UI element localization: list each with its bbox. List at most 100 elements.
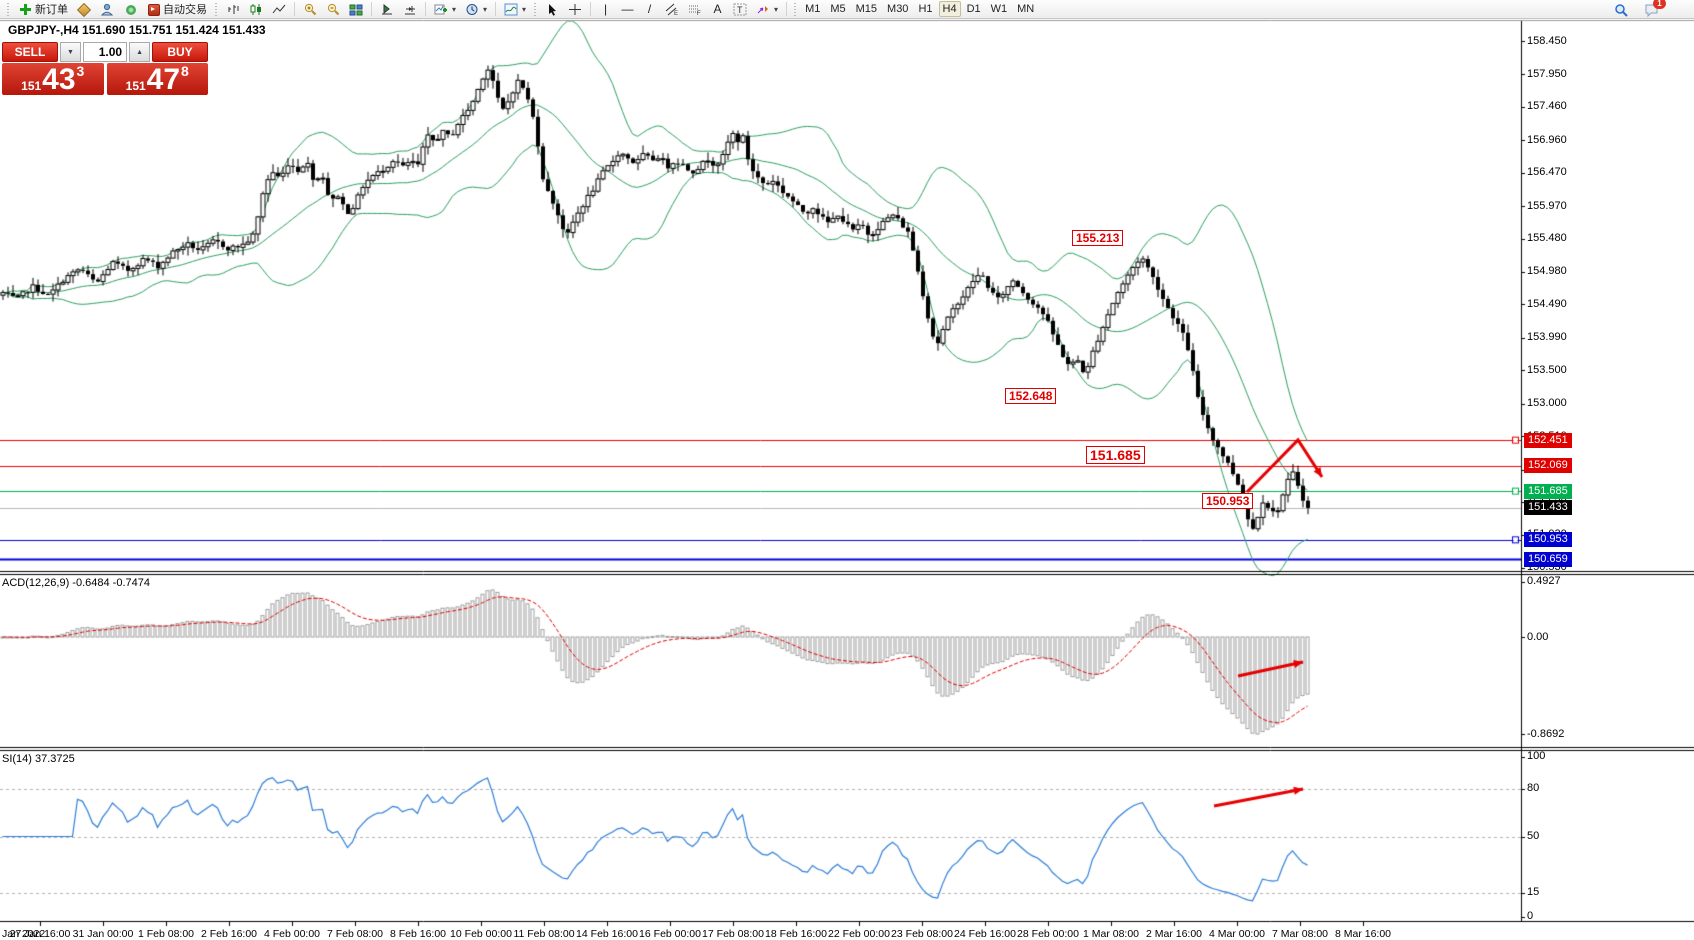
tile-windows-button[interactable] [345,1,367,17]
buy-price-prefix: 151 [125,79,146,93]
time-axis-label: 24 Feb 16:00 [954,928,1016,940]
signals-button[interactable] [119,1,141,17]
bar-chart-button[interactable] [222,1,244,17]
text-label-button[interactable]: T [729,1,751,17]
time-axis-label: 2 Mar 16:00 [1145,928,1203,940]
volume-input[interactable] [82,42,128,62]
price-scale-label: 153.990 [1527,331,1567,344]
timeframe-m15[interactable]: M15 [852,1,881,17]
cursor-button[interactable] [541,1,563,17]
time-axis-label: 4 Mar 00:00 [1208,928,1266,940]
time-axis-label: 8 Feb 16:00 [389,928,447,940]
buy-button[interactable]: BUY [152,42,208,62]
timeframe-m30[interactable]: M30 [883,1,912,17]
vertical-line-button[interactable]: | [595,1,616,17]
time-axis-label: 2 Feb 16:00 [200,928,258,940]
new-order-button[interactable]: 新订单 [14,1,72,17]
toolbar-separator [495,2,497,16]
timeframe-m1[interactable]: M1 [801,1,824,17]
auto-trading-icon [146,3,160,16]
horizontal-line-button[interactable]: — [617,1,638,17]
sell-price-prefix: 151 [21,79,42,93]
templates-button[interactable]: ▾ [500,1,530,17]
zoom-in-button[interactable] [299,1,321,17]
price-scale-label: 153.000 [1527,397,1567,410]
toolbar-separator [786,2,788,16]
auto-scroll-icon [380,3,394,16]
search-icon [1614,3,1628,17]
price-annotation[interactable]: 155.213 [1072,230,1124,246]
trendline-button[interactable]: / [639,1,660,17]
toolbar-grip[interactable] [6,2,11,16]
price-annotation[interactable]: 150.953 [1202,493,1254,509]
new-order-plus-icon [18,3,32,16]
time-axis-label: Jan 2022 [2,928,46,940]
timeframe-m5[interactable]: M5 [826,1,849,17]
svg-text:F: F [697,11,701,16]
rsi-scale-label: 80 [1527,782,1540,794]
time-axis-label: 4 Feb 00:00 [263,928,321,940]
toolbar-separator [294,2,295,16]
price-scale-label: 153.500 [1527,363,1567,376]
line-chart-button[interactable] [268,1,290,17]
price-annotation[interactable]: 151.685 [1086,446,1145,464]
fibonacci-button[interactable]: F [684,1,706,17]
toolbar-grip[interactable] [793,2,799,16]
price-tag: 152.069 [1524,458,1572,474]
period-button[interactable]: ▾ [461,1,491,17]
one-click-trading-panel: SELL ▼ ▲ BUY 151 43 3 151 47 8 [2,42,208,95]
chart-shift-button[interactable] [399,1,421,17]
notifications-button[interactable]: 1 [1640,0,1666,17]
candlestick-chart-button[interactable] [245,1,267,17]
timeframe-w1[interactable]: W1 [987,1,1012,17]
search-button[interactable] [1610,1,1632,17]
toolbar-grip[interactable] [533,2,539,16]
chevron-down-icon: ▾ [774,4,779,14]
sell-button[interactable]: SELL [2,42,58,62]
horizontal-line-icon: — [621,1,634,16]
price-scale-label: 156.470 [1527,166,1567,179]
equidistant-channel-button[interactable]: E [661,1,683,17]
timeframe-mn[interactable]: MN [1013,1,1038,17]
price-tag: 152.451 [1524,432,1572,448]
time-axis-label: 1 Feb 08:00 [137,928,195,940]
price-scale-label: 155.480 [1527,232,1567,245]
timeframe-h4[interactable]: H4 [938,1,961,17]
timeframe-h1[interactable]: H1 [914,1,936,17]
time-axis-label: 1 Mar 08:00 [1082,928,1140,940]
buy-quote[interactable]: 151 47 8 [106,63,208,96]
chevron-down-icon: ▾ [452,4,457,14]
price-scale-label: 156.960 [1527,133,1567,146]
sell-quote[interactable]: 151 43 3 [2,63,104,95]
chevron-down-icon: ▾ [522,4,527,14]
volume-down-button[interactable]: ▼ [60,42,81,62]
crosshair-button[interactable] [564,1,586,17]
auto-scroll-button[interactable] [376,1,398,17]
buy-price-main: 47 [146,63,181,96]
sell-price-main: 43 [42,63,76,96]
time-axis-label: 31 Jan 00:00 [72,928,134,940]
volume-up-button[interactable]: ▲ [129,42,150,62]
macd-scale-label: 0.4927 [1527,575,1561,588]
macd-scale-label: 0.00 [1527,630,1549,643]
toolbar-grip[interactable] [214,2,219,16]
price-scale-label: 157.460 [1527,100,1567,113]
zoom-out-button[interactable] [322,1,344,17]
arrows-button[interactable]: ▾ [752,1,782,17]
text-button[interactable]: A [707,1,728,17]
svg-text:E: E [674,11,678,16]
toolbar-separator [425,2,426,16]
price-annotation[interactable]: 152.648 [1005,388,1057,404]
toolbar-separator [371,2,372,16]
add-indicator-button[interactable]: ▾ [430,1,460,17]
profile-button[interactable] [96,1,118,17]
cursor-arrow-icon [545,3,559,16]
price-tag: 150.659 [1524,551,1572,567]
auto-trading-button[interactable]: 自动交易 [142,1,211,17]
toolbar-right-group: 1 [1610,0,1666,17]
styler-button[interactable] [73,1,95,17]
timeframe-d1[interactable]: D1 [963,1,985,17]
equidistant-channel-icon: E [665,3,679,16]
